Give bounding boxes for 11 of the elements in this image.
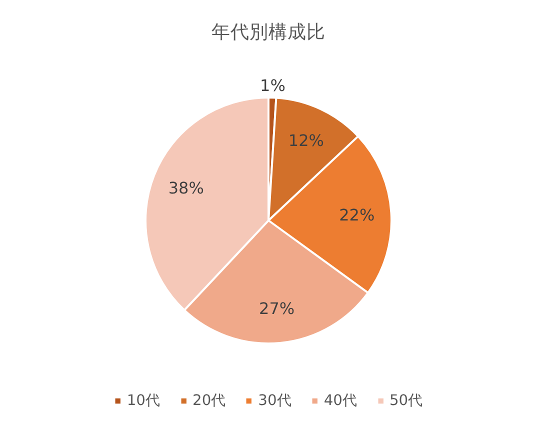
- legend-label: 30代: [258, 391, 292, 410]
- data-label: 38%: [168, 178, 204, 198]
- chart-title: 年代別構成比: [212, 22, 326, 43]
- legend-label: 50代: [389, 391, 424, 410]
- legend-label: 10代: [126, 391, 161, 410]
- data-label: 22%: [339, 205, 375, 224]
- legend-label: 40代: [324, 391, 358, 410]
- data-label: 27%: [259, 299, 295, 318]
- data-label: 12%: [288, 130, 324, 150]
- legend-label: 20代: [192, 391, 226, 410]
- data-label: 1%: [260, 76, 286, 95]
